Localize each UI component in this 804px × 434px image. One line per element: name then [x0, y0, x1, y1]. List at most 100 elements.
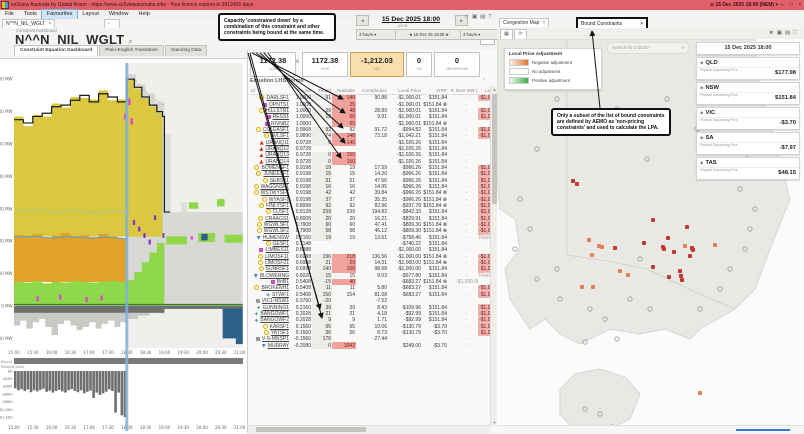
unit-id-link[interactable]: AVLSF1: [270, 133, 289, 140]
unit-id-link[interactable]: WSTWYSF1: [260, 190, 289, 197]
table-horizontal-scrollbar[interactable]: [248, 425, 491, 433]
unit-id-link[interactable]: HILLSTN1: [265, 107, 289, 114]
col-header[interactable]: Id: [250, 86, 290, 95]
table-row[interactable]: FINLYSF1 0.8998 92 92 82.96 -$937.78 $151.84 ⊗…: [250, 202, 504, 210]
table-vertical-scrollbar[interactable]: ▲ ▼: [490, 86, 498, 426]
search-icon[interactable]: ⌕: [128, 37, 133, 46]
table-row[interactable]: BANGOWF20.2028991.71-$92.99$151.84--$1,0…: [250, 317, 504, 324]
time-back-button[interactable]: ◄: [356, 15, 369, 26]
lookforward-select[interactable]: 3 hours ▾: [460, 29, 500, 40]
col-header[interactable]: Available: [332, 86, 356, 95]
unit-id-link[interactable]: STWF1: [272, 291, 289, 298]
unit-id-link[interactable]: RIVNB2: [270, 120, 289, 127]
region-card-nsw[interactable]: ◆ NSW Physical Dispatching Price $151.84: [696, 82, 800, 105]
table-row[interactable]: LIMOSF11 0.6988 196 218 136.56 -$1,000.00 $151…: [250, 253, 504, 260]
time-forward-button[interactable]: ►: [455, 15, 468, 26]
table-row[interactable]: BANGOWF10.202821214.18-$92.99$151.84--$1…: [250, 310, 504, 318]
col-header[interactable]: Target: [312, 86, 332, 95]
tab-close-icon[interactable]: ×: [48, 21, 52, 27]
col-header[interactable]: Factor: [290, 86, 312, 95]
unit-id-link[interactable]: COLEASF1: [262, 126, 289, 133]
table-row[interactable]: GUNNING10.216039398.43-$109.96$151.84--$…: [250, 304, 504, 311]
table-row[interactable]: WSTWYSF1 0.9198 42 42 39.84 -$966.26 $151.84 ⊗…: [250, 190, 504, 197]
region-card-sa[interactable]: ◆ SA Physical Dispatching Price -$7.97: [696, 132, 800, 155]
table-row[interactable]: COLEASF10.9968929291.72-$994.82$151.84--…: [250, 126, 504, 134]
unit-id-link[interactable]: JUNEESF1: [263, 171, 289, 178]
menu-favourites[interactable]: Favourites: [40, 9, 79, 20]
collapse-icon[interactable]: ⌃: [481, 78, 486, 84]
table-row[interactable]: CUSF10.8128239239194.82-$842.33$151.84--…: [250, 209, 504, 216]
minimize-button[interactable]: —: [779, 2, 785, 8]
menu-help[interactable]: Help: [138, 11, 150, 17]
unit-id-link[interactable]: BANGOWF2: [260, 317, 289, 324]
unit-id-link[interactable]: GUNNING1: [262, 304, 289, 311]
table-row[interactable]: VIC1-NSW1 0.3760 -20 -7.52-: [250, 298, 504, 305]
col-header[interactable]: RRP: [422, 86, 448, 95]
unit-id-link[interactable]: URANQ13: [265, 152, 289, 159]
tab-constraint-equation-dashboard[interactable]: Constraint Equation Dashboard: [14, 45, 99, 56]
unit-id-link[interactable]: GESF1: [272, 241, 289, 248]
col-header[interactable]: Next MW (L): [455, 86, 478, 95]
menu-window[interactable]: Window: [108, 11, 129, 17]
workspace-tab[interactable]: N^^N_NIL_WGLT ×: [2, 19, 56, 28]
unit-id-link[interactable]: WAGGNSF1: [260, 183, 289, 190]
col-header[interactable]: Local Price: [388, 86, 422, 95]
menu-layout[interactable]: Layout: [82, 11, 99, 17]
unit-id-link[interactable]: YATSF1: [270, 329, 289, 336]
bid-stack-chart[interactable]: 1,400 MW 1,200 MW 1,000 MW 800 MW 600 MW 400 …: [0, 58, 247, 434]
unit-id-link[interactable]: URANQ11: [265, 139, 289, 146]
region-card-tas[interactable]: ◆ TAS Physical Dispatching Price $48.15: [696, 157, 800, 180]
map-canvas[interactable]: Search for a DUID ⌕ Local Price Adjustmen…: [497, 39, 804, 426]
table-row[interactable]: STWF10.540815015481.08-$683.27$151.84--$…: [250, 291, 504, 298]
congestion-map-tab[interactable]: Congestion Map ×: [499, 18, 550, 27]
table-row[interactable]: DARLSF1 1.0000 91 140 90.88 -$1,000.01 $151.84…: [250, 94, 504, 102]
unit-id-link[interactable]: FINLYSF1: [266, 203, 289, 210]
unit-id-link[interactable]: URANQ12: [265, 145, 289, 152]
table-row[interactable]: KARSF10.1560656510.06-$130.79-$3.70--$1,…: [250, 323, 504, 330]
new-tab-button[interactable]: ▫: [104, 19, 120, 28]
region-card-qld[interactable]: ◆ QLD Physical Dispatching Price $177.98: [696, 57, 800, 80]
maximize-button[interactable]: □: [789, 2, 793, 8]
unit-id-link[interactable]: V-S-MNSP1: [262, 336, 289, 343]
tab-plain-english-translation[interactable]: Plain-English Translation: [99, 45, 165, 56]
menu-tools[interactable]: Tools: [23, 11, 37, 17]
unit-id-link[interactable]: DPNTS1: [269, 101, 289, 108]
unit-id-link[interactable]: LIMOSF21: [264, 260, 289, 267]
table-row[interactable]: AVLSF1 0.9890 74 148 73.18 -$1,042.21 $151.84-…: [250, 133, 504, 140]
time-range[interactable]: ◄ 15 Dec 25 18:00 ►: [395, 29, 463, 40]
unit-id-link[interactable]: BLOWERNG: [259, 272, 289, 279]
table-row[interactable]: WGWLSF1 0.7908 60 60 47.41 -$809.30 $151.84 ⊗ -…: [250, 221, 504, 229]
widget-action-icons[interactable]: ☆▣▤?: [464, 14, 494, 20]
unit-id-link[interactable]: LIMBES11: [265, 247, 289, 254]
unit-id-link[interactable]: CRAAGS1: [265, 215, 289, 222]
table-row[interactable]: CRAAGS10.8008202016.21-$829.91$151.84--$…: [250, 215, 504, 222]
unit-id-link[interactable]: HUMENSW: [262, 234, 289, 241]
unit-id-link[interactable]: BOMENSF1: [261, 164, 289, 171]
unit-id-link[interactable]: BANGOWF1: [260, 310, 289, 317]
tab-standing-data[interactable]: Standing Data: [165, 45, 208, 56]
tab-close-icon[interactable]: ×: [542, 20, 546, 26]
unit-id-link[interactable]: KARSF1: [269, 323, 289, 330]
table-row[interactable]: BROKENH10.540811115.80-$683.27$151.84--$…: [250, 285, 504, 292]
table-row[interactable]: SEBSF10.9198515147.56-$966.26$151.84--$1…: [250, 177, 504, 184]
table-row[interactable]: BOMENSF10.9198191917.59-$966.26$151.84--…: [250, 164, 504, 172]
table-row[interactable]: LIMOSF21 0.6988 21 29 14.31 -$1,000.00 $151.84…: [250, 259, 504, 267]
table-row[interactable]: YATSF10.156056568.73-$130.79-$3.70--$1,0…: [250, 329, 504, 337]
unit-id-link[interactable]: MURRAY: [267, 342, 289, 349]
table-row[interactable]: V-S-MNSP1 -0.1560 176 -27.44-: [250, 336, 504, 343]
unit-id-link[interactable]: VIC1-NSW1: [261, 298, 289, 305]
table-row[interactable]: WAGGNSF10.9198161614.95-$966.26$151.84--…: [250, 183, 504, 191]
nem-clock[interactable]: ⊙ 15 Dec 2025 18:00 (NEM) ▾: [709, 2, 778, 8]
table-row[interactable]: MURRAY -0.2080 0 1042 $249.00 -$3.70-: [250, 342, 504, 349]
selected-datetime[interactable]: 15 Dec 2025 18:00: [381, 16, 441, 23]
unit-id-link[interactable]: WGWLSF2: [263, 228, 289, 235]
table-row[interactable]: SUNRSF1 0.6998 140 160 98.68 -$1,000.00 $151.8…: [250, 266, 504, 273]
col-header[interactable]: R: [448, 86, 455, 95]
unit-id-link[interactable]: WGWLSF1: [263, 222, 289, 229]
unit-id-link[interactable]: SUNRSF1: [265, 266, 289, 273]
table-row[interactable]: HILLSTN1 1.0000 29 48 28.89 -$1,000.01 $151.84…: [250, 107, 504, 115]
unit-id-link[interactable]: URANQ14: [265, 158, 289, 165]
unit-id-link[interactable]: DARLSF1: [266, 95, 289, 102]
map-search-input[interactable]: Search for a DUID ⌕: [607, 42, 689, 54]
